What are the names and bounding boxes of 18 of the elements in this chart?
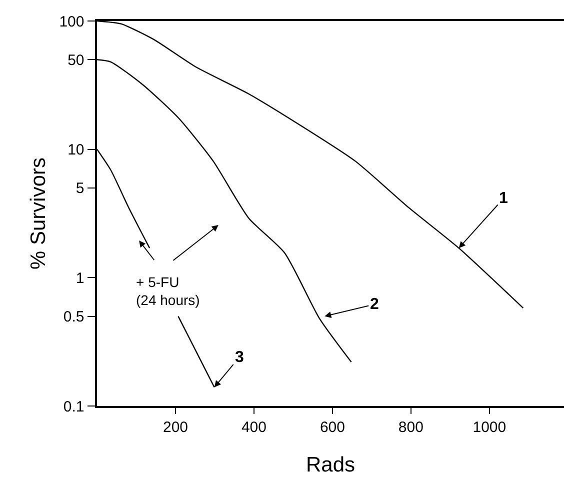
x-tick-label: 200 xyxy=(162,418,188,436)
y-tick-label: 100 xyxy=(59,13,84,30)
y-tick-label: 0.1 xyxy=(63,398,84,416)
annotation: 1 xyxy=(499,190,508,207)
y-tick-label: 10 xyxy=(68,142,84,159)
annotation: 3 xyxy=(235,349,244,366)
y-tick-label: 0.5 xyxy=(63,308,84,326)
x-tick-label: 600 xyxy=(320,418,345,436)
annotation: 2 xyxy=(370,296,379,313)
y-tick-label: 50 xyxy=(68,52,84,69)
x-tick-label: 400 xyxy=(241,418,266,436)
x-tick-label: 1000 xyxy=(472,418,506,436)
x-axis-title: Rads xyxy=(306,453,356,476)
annotation: + 5-FU (24 hours) xyxy=(136,274,200,308)
y-axis-title: % Survivors xyxy=(26,157,50,270)
y-tick-label: 5 xyxy=(76,180,84,198)
y-tick-label: 1 xyxy=(76,270,84,287)
x-tick-label: 800 xyxy=(398,418,424,436)
